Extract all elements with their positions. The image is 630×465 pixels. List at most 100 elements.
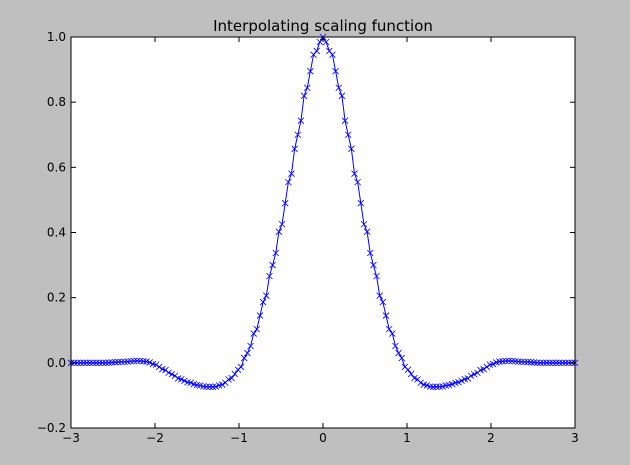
- data-point-marker: [565, 359, 572, 367]
- x-tick-label: 3: [571, 431, 579, 445]
- data-point-marker: [351, 170, 358, 177]
- data-point-marker: [524, 358, 532, 366]
- data-point-marker: [297, 117, 305, 124]
- chart-title: Interpolating scaling function: [213, 17, 433, 35]
- data-point-marker: [496, 358, 503, 365]
- data-point-marker: [96, 359, 103, 367]
- data-point-marker: [470, 370, 478, 378]
- data-point-marker: [168, 370, 176, 378]
- data-point-marker: [326, 47, 333, 55]
- data-point-marker: [540, 359, 547, 367]
- data-point-marker: [546, 359, 554, 367]
- data-point-marker: [228, 374, 235, 382]
- data-point-marker: [398, 354, 406, 362]
- data-point-marker: [240, 354, 248, 362]
- plot-frame: [70, 36, 576, 429]
- data-point-marker: [417, 379, 424, 387]
- data-point-marker: [203, 383, 210, 390]
- data-point-marker: [187, 379, 194, 387]
- data-point-marker: [508, 357, 516, 365]
- data-point-marker: [307, 67, 314, 75]
- data-point-marker: [458, 377, 465, 385]
- data-point-marker: [256, 312, 264, 319]
- data-point-marker: [448, 380, 456, 388]
- data-point-marker: [389, 330, 396, 337]
- y-tick-label: 0.8: [47, 95, 66, 109]
- x-tick-label: −2: [146, 431, 164, 445]
- x-tick-label: −3: [62, 431, 80, 445]
- data-point-marker: [533, 359, 541, 366]
- data-point-marker: [348, 145, 355, 153]
- data-point-marker: [518, 358, 525, 366]
- data-point-marker: [385, 325, 393, 333]
- data-point-marker: [370, 261, 377, 269]
- data-point-marker: [152, 361, 160, 368]
- plot-area: [71, 37, 575, 428]
- data-point-marker: [247, 342, 254, 350]
- data-point-marker: [294, 131, 302, 139]
- data-point-marker: [114, 358, 122, 366]
- data-point-marker: [467, 372, 475, 380]
- data-point-marker: [77, 359, 84, 367]
- data-point-marker: [105, 359, 113, 366]
- data-point-marker: [140, 358, 147, 365]
- data-point-marker: [259, 298, 267, 306]
- data-point-marker: [515, 358, 522, 365]
- data-point-marker: [237, 363, 245, 371]
- data-point-marker: [74, 359, 81, 367]
- data-point-marker: [275, 228, 283, 235]
- data-point-marker: [543, 359, 550, 367]
- data-point-marker: [146, 359, 154, 366]
- data-point-marker: [80, 359, 87, 367]
- data-point-marker: [89, 359, 97, 367]
- data-point-marker: [181, 377, 188, 385]
- data-point-marker: [332, 67, 339, 75]
- data-point-marker: [505, 357, 513, 365]
- data-point-marker: [373, 272, 380, 280]
- data-point-marker: [562, 359, 569, 367]
- data-point-marker: [552, 359, 560, 367]
- data-point-marker: [130, 357, 138, 365]
- data-point-marker: [155, 363, 163, 371]
- data-point-marker: [530, 359, 538, 366]
- x-tick-label: 1: [403, 431, 411, 445]
- data-point-marker: [366, 249, 374, 257]
- data-point-marker: [133, 357, 141, 365]
- data-point-marker: [266, 272, 273, 280]
- data-point-marker: [285, 178, 292, 186]
- data-point-marker: [511, 357, 519, 365]
- data-point-marker: [483, 363, 491, 371]
- data-point-marker: [102, 359, 109, 367]
- x-tick-label: 0: [319, 431, 327, 445]
- data-point-marker: [177, 375, 185, 383]
- data-point-marker: [429, 383, 437, 391]
- data-point-marker: [455, 378, 462, 386]
- data-point-marker: [338, 92, 346, 100]
- data-point-marker: [118, 358, 125, 366]
- data-point-marker: [376, 292, 383, 299]
- data-point-marker: [231, 370, 239, 378]
- data-point-marker: [322, 38, 330, 46]
- data-point-marker: [272, 249, 280, 257]
- data-point-marker: [218, 381, 226, 388]
- data-point-marker: [244, 349, 251, 357]
- data-point-marker: [329, 51, 336, 58]
- data-point-marker: [127, 357, 135, 365]
- data-point-marker: [379, 298, 387, 306]
- data-point-marker: [436, 383, 443, 390]
- data-point-marker: [354, 178, 361, 186]
- data-point-marker: [99, 359, 106, 367]
- ticks-layer: −3 −2 −1 0 1 2 3 −0.2 0.0 0.2 0.4 0.6 0.8 1.0: [37, 30, 579, 445]
- data-point-marker: [502, 357, 509, 365]
- data-point-marker: [407, 370, 415, 378]
- data-point-marker: [313, 47, 320, 55]
- data-point-marker: [310, 51, 317, 58]
- data-point-marker: [559, 359, 566, 367]
- data-point-marker: [392, 342, 399, 350]
- data-point-marker: [360, 220, 368, 228]
- y-tick-label: 1.0: [47, 30, 66, 44]
- data-point-marker: [489, 360, 497, 368]
- data-point-marker: [269, 261, 276, 269]
